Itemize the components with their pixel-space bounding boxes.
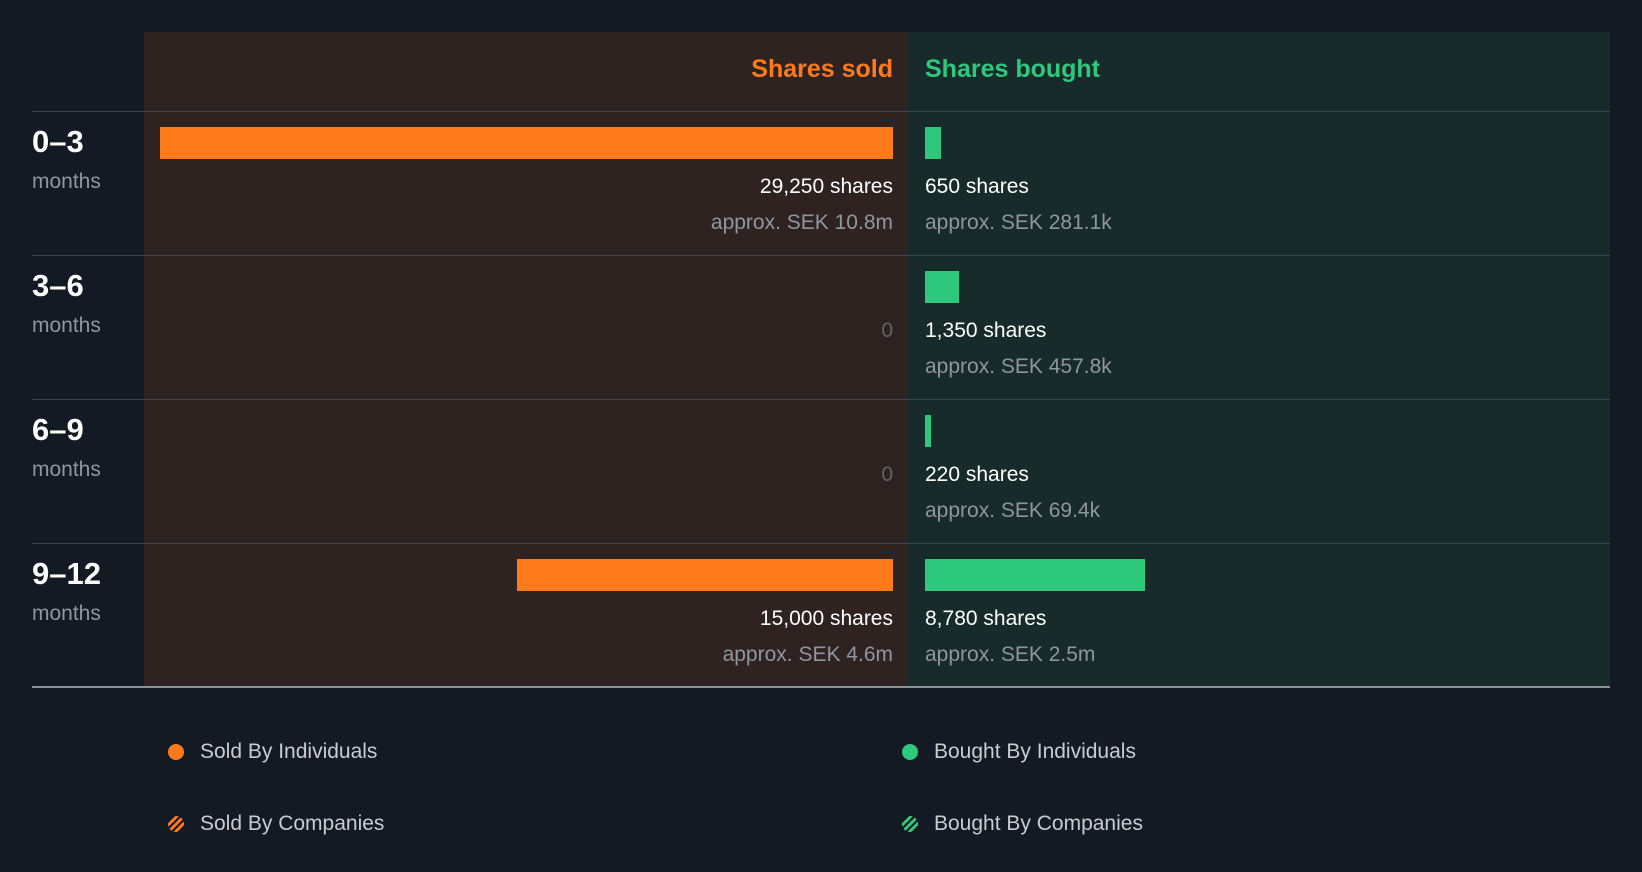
period-unit-label: months: [32, 314, 101, 337]
sold-bar[interactable]: [517, 559, 893, 591]
bought-value-label: approx. SEK 2.5m: [925, 643, 1096, 666]
header-divider: [32, 111, 1610, 112]
period-label: 9–12: [32, 556, 101, 591]
bought-shares-label: 1,350 shares: [925, 319, 1047, 342]
legend-item[interactable]: Sold By Companies: [168, 812, 384, 836]
shares-sold-header: Shares sold: [751, 55, 893, 83]
period-unit-label: months: [32, 602, 101, 625]
legend-label: Sold By Companies: [200, 812, 385, 835]
legend-item[interactable]: Sold By Individuals: [168, 740, 377, 764]
period-row: 3–6 months 0 1,350 shares approx. SEK 457.8k: [0, 256, 1642, 400]
sold-value-label: approx. SEK 10.8m: [710, 211, 893, 234]
bought-value-label: approx. SEK 457.8k: [925, 355, 1112, 378]
period-row: 9–12 months 15,000 shares approx. SEK 4.6m 8…: [0, 544, 1642, 688]
sold-shares-label: 15,000 shares: [759, 607, 893, 630]
bought-value-label: approx. SEK 69.4k: [925, 499, 1101, 522]
legend-label: Bought By Companies: [934, 812, 1143, 835]
legend-label: Bought By Individuals: [934, 740, 1136, 763]
bought-bar[interactable]: [925, 271, 959, 303]
bought-bar[interactable]: [925, 559, 1145, 591]
period-row: 0–3 months 29,250 shares approx. SEK 10.8m 6…: [0, 112, 1642, 256]
row-divider: [32, 255, 1610, 256]
bought-shares-label: 650 shares: [925, 175, 1029, 198]
bought-shares-label: 220 shares: [925, 463, 1029, 486]
bought-value-label: approx. SEK 281.1k: [925, 211, 1112, 234]
legend-striped-dot-icon: [168, 816, 184, 832]
bought-bar[interactable]: [925, 127, 941, 159]
shares-bought-header: Shares bought: [925, 55, 1101, 83]
legend-dot-icon: [168, 744, 184, 760]
row-divider: [32, 543, 1610, 544]
sold-zero-label: 0: [881, 463, 893, 486]
legend-item[interactable]: Bought By Companies: [902, 812, 1143, 836]
sold-value-label: approx. SEK 4.6m: [722, 643, 893, 666]
period-unit-label: months: [32, 458, 101, 481]
row-divider: [32, 399, 1610, 400]
bought-shares-label: 8,780 shares: [925, 607, 1047, 630]
chart-baseline: [32, 686, 1610, 688]
period-unit-label: months: [32, 170, 101, 193]
sold-zero-label: 0: [881, 319, 893, 342]
sold-bar[interactable]: [160, 127, 893, 159]
period-label: 3–6: [32, 268, 84, 303]
insider-trading-chart: Shares sold Shares bought 0–3 months 29,25…: [0, 32, 1642, 688]
period-label: 0–3: [32, 124, 84, 159]
period-label: 6–9: [32, 412, 84, 447]
legend-dot-icon: [902, 744, 918, 760]
sold-shares-label: 29,250 shares: [759, 175, 893, 198]
legend-striped-dot-icon: [902, 816, 918, 832]
bought-bar[interactable]: [925, 415, 931, 447]
period-row: 6–9 months 0 220 shares approx. SEK 69.4k: [0, 400, 1642, 544]
legend-item[interactable]: Bought By Individuals: [902, 740, 1136, 764]
legend-label: Sold By Individuals: [200, 740, 378, 763]
